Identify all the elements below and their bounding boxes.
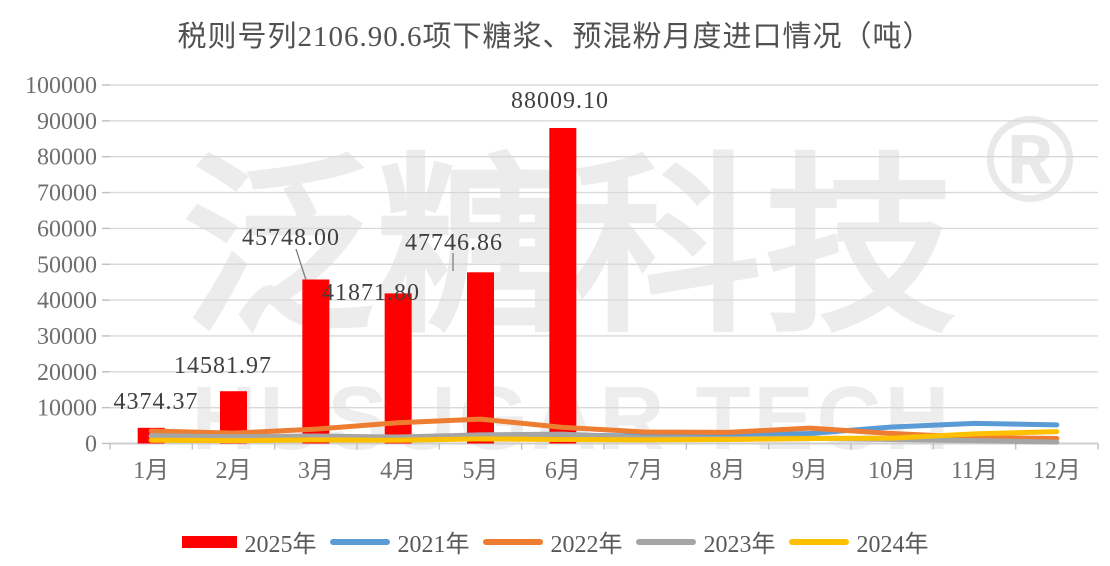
y-axis-label: 90000 xyxy=(37,109,97,135)
x-axis-label: 6月 xyxy=(545,458,581,484)
legend-item-2024年: 2024年 xyxy=(788,524,929,559)
y-axis-label: 10000 xyxy=(37,396,97,422)
x-axis-label: 12月 xyxy=(1033,458,1081,484)
legend-item-2023年: 2023年 xyxy=(635,524,776,559)
chart-title: 税则号列2106.90.6项下糖浆、预混粉月度进口情况（吨） xyxy=(177,21,933,53)
bar-data-label: 4374.37 xyxy=(114,389,199,415)
y-axis-label: 60000 xyxy=(37,216,97,242)
bar-data-label: 88009.10 xyxy=(511,88,609,114)
legend-swatch xyxy=(635,538,696,545)
bar-3月 xyxy=(302,279,330,444)
chart-legend: 2025年 2021年 2022年 2023年 2024年 xyxy=(0,524,1110,559)
y-axis-label: 70000 xyxy=(37,181,97,207)
legend-item-2025年: 2025年 xyxy=(181,524,317,559)
x-axis-label: 9月 xyxy=(792,458,828,484)
y-axis-label: 30000 xyxy=(37,324,97,350)
x-axis-label: 1月 xyxy=(133,458,169,484)
legend-label: 2024年 xyxy=(856,532,929,558)
bar-4月 xyxy=(384,293,412,444)
x-axis-label: 4月 xyxy=(380,458,416,484)
legend-label: 2022年 xyxy=(550,532,623,558)
line-series-2024年 xyxy=(148,429,1060,444)
bar-data-label: 47746.86 xyxy=(405,230,503,256)
legend-label: 2025年 xyxy=(244,532,317,558)
y-axis-label: 50000 xyxy=(37,252,97,278)
y-axis-label: 100000 xyxy=(25,73,97,99)
x-axis-label: 3月 xyxy=(298,458,334,484)
x-axis-label: 5月 xyxy=(463,458,499,484)
legend-swatch xyxy=(482,538,543,545)
x-axis-label: 10月 xyxy=(868,458,916,484)
legend-label: 2023年 xyxy=(703,532,776,558)
legend-item-2022年: 2022年 xyxy=(482,524,623,559)
legend-swatch xyxy=(788,538,849,545)
bar-5月 xyxy=(467,272,494,444)
y-axis-label: 0 xyxy=(85,432,97,458)
x-axis-label: 11月 xyxy=(951,458,998,484)
bar-data-label: 41871.80 xyxy=(322,280,420,306)
bar-6月 xyxy=(549,127,577,444)
x-axis-label: 8月 xyxy=(710,458,746,484)
y-axis-label: 20000 xyxy=(37,360,97,386)
y-axis-label: 40000 xyxy=(37,288,97,314)
legend-swatch xyxy=(181,535,237,548)
data-label-leader-line xyxy=(295,248,307,281)
registered-trademark-icon: ® xyxy=(985,91,1075,227)
legend-swatch xyxy=(329,538,390,545)
line-series-2022年 xyxy=(148,416,1060,441)
y-axis-label: 80000 xyxy=(37,145,97,171)
x-axis-label: 7月 xyxy=(627,458,663,484)
x-axis-label: 2月 xyxy=(216,458,252,484)
bar-data-label: 14581.97 xyxy=(174,353,272,379)
legend-item-2021年: 2021年 xyxy=(329,524,470,559)
legend-label: 2021年 xyxy=(397,532,470,558)
bar-data-label: 45748.00 xyxy=(242,225,340,251)
